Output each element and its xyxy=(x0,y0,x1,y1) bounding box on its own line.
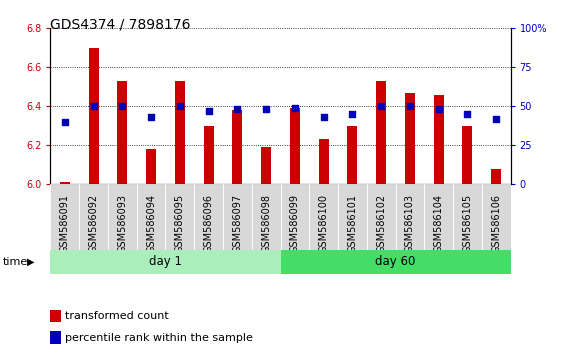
Text: percentile rank within the sample: percentile rank within the sample xyxy=(65,332,253,343)
Bar xyxy=(280,250,511,274)
Text: GSM586094: GSM586094 xyxy=(146,194,156,253)
Text: GSM586091: GSM586091 xyxy=(60,194,70,253)
Text: GSM586100: GSM586100 xyxy=(319,194,329,253)
Point xyxy=(118,103,127,109)
Bar xyxy=(280,184,309,250)
Point xyxy=(491,116,500,121)
Bar xyxy=(223,184,252,250)
Point xyxy=(348,111,357,117)
Bar xyxy=(50,184,79,250)
Text: GSM586104: GSM586104 xyxy=(434,194,444,253)
Bar xyxy=(453,184,482,250)
Bar xyxy=(290,108,300,184)
Text: GSM586092: GSM586092 xyxy=(89,194,99,253)
Bar xyxy=(424,184,453,250)
Text: GSM586103: GSM586103 xyxy=(405,194,415,253)
Bar xyxy=(165,184,194,250)
Bar xyxy=(89,48,99,184)
Point xyxy=(376,103,385,109)
Text: GSM586096: GSM586096 xyxy=(204,194,214,253)
Text: ▶: ▶ xyxy=(27,257,35,267)
Text: GSM586099: GSM586099 xyxy=(290,194,300,253)
Bar xyxy=(309,184,338,250)
Bar xyxy=(319,139,329,184)
Bar xyxy=(367,184,396,250)
Text: GSM586106: GSM586106 xyxy=(491,194,501,253)
Point xyxy=(406,103,415,109)
Bar xyxy=(462,126,472,184)
Bar xyxy=(482,184,511,250)
Text: time: time xyxy=(3,257,28,267)
Point xyxy=(434,107,443,112)
Bar xyxy=(491,169,501,184)
Text: GSM586105: GSM586105 xyxy=(462,194,472,253)
Bar xyxy=(108,184,137,250)
Bar xyxy=(376,81,386,184)
Bar xyxy=(204,126,214,184)
Bar xyxy=(79,184,108,250)
Bar xyxy=(50,331,61,343)
Bar xyxy=(146,149,156,184)
Bar xyxy=(434,95,444,184)
Point xyxy=(61,119,70,125)
Text: GSM586098: GSM586098 xyxy=(261,194,271,253)
Bar xyxy=(117,81,127,184)
Bar xyxy=(396,184,424,250)
Point xyxy=(176,103,185,109)
Text: GSM586097: GSM586097 xyxy=(232,194,242,253)
Text: day 1: day 1 xyxy=(149,256,182,268)
Bar xyxy=(50,309,61,322)
Text: transformed count: transformed count xyxy=(65,311,169,321)
Text: GSM586095: GSM586095 xyxy=(175,194,185,253)
Bar xyxy=(137,184,165,250)
Bar xyxy=(175,81,185,184)
Point xyxy=(463,111,472,117)
Text: GSM586093: GSM586093 xyxy=(117,194,127,253)
Text: GSM586101: GSM586101 xyxy=(347,194,357,253)
Point xyxy=(319,114,328,120)
Bar xyxy=(347,126,357,184)
Bar xyxy=(261,147,271,184)
Point xyxy=(233,107,242,112)
Point xyxy=(146,114,155,120)
Bar xyxy=(194,184,223,250)
Bar xyxy=(50,250,280,274)
Bar xyxy=(60,182,70,184)
Text: day 60: day 60 xyxy=(375,256,416,268)
Bar xyxy=(252,184,280,250)
Point xyxy=(204,108,213,114)
Text: GSM586102: GSM586102 xyxy=(376,194,386,253)
Bar xyxy=(232,110,242,184)
Point xyxy=(291,105,300,110)
Text: GDS4374 / 7898176: GDS4374 / 7898176 xyxy=(50,18,191,32)
Bar xyxy=(338,184,367,250)
Bar xyxy=(405,93,415,184)
Point xyxy=(261,107,270,112)
Point xyxy=(89,103,98,109)
